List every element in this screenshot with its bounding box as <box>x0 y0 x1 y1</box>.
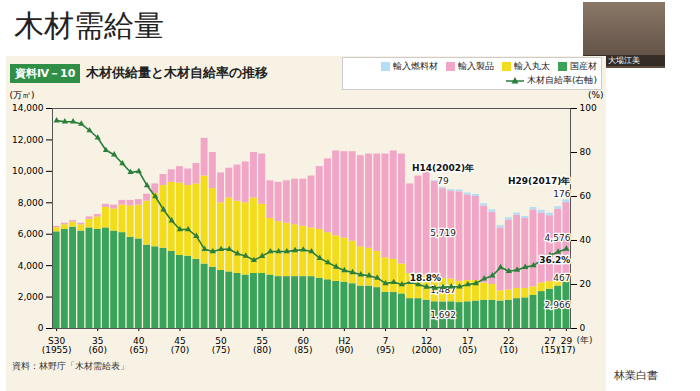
svg-text:80: 80 <box>580 147 592 157</box>
svg-text:H14(2002)年: H14(2002)年 <box>412 163 474 173</box>
svg-text:(年): (年) <box>577 335 593 345</box>
svg-text:2,966: 2,966 <box>545 300 571 310</box>
svg-text:(%): (%) <box>588 90 604 100</box>
svg-text:100: 100 <box>580 103 597 113</box>
svg-text:35(60): 35(60) <box>88 336 106 355</box>
svg-text:79: 79 <box>437 176 449 186</box>
svg-text:2,000: 2,000 <box>18 292 44 302</box>
svg-text:H29(2017)年: H29(2017)年 <box>508 176 570 186</box>
html-text:資料：林野庁「木材需給表」: 資料：林野庁「木材需給表」 <box>12 361 129 371</box>
svg-text:29(17): 29(17) <box>557 336 575 355</box>
html-text:(15): (15) <box>540 344 560 355</box>
svg-text:55(80): 55(80) <box>253 336 271 355</box>
svg-text:0: 0 <box>38 323 44 333</box>
svg-text:40: 40 <box>580 235 592 245</box>
svg-text:5,719: 5,719 <box>430 228 456 238</box>
svg-text:467: 467 <box>553 273 570 283</box>
svg-text:8,000: 8,000 <box>18 198 44 208</box>
svg-text:36.2%: 36.2% <box>539 255 570 265</box>
html-text:輸入製品: 輸入製品 <box>458 60 494 71</box>
svg-text:176: 176 <box>553 189 570 199</box>
html-text:大場江美: 大場江美 <box>608 56 640 65</box>
svg-text:17(05): 17(05) <box>458 336 476 355</box>
svg-text:14,000: 14,000 <box>12 103 44 113</box>
svg-text:20: 20 <box>580 279 592 289</box>
svg-text:18.8%: 18.8% <box>410 273 441 283</box>
svg-text:10,000: 10,000 <box>12 166 44 176</box>
svg-text:H2(90): H2(90) <box>335 336 353 355</box>
svg-text:4,576: 4,576 <box>545 233 571 243</box>
svg-text:40(65): 40(65) <box>130 336 148 355</box>
svg-text:0: 0 <box>580 323 586 333</box>
svg-text:12(2000): 12(2000) <box>412 336 442 355</box>
svg-text:1,692: 1,692 <box>430 310 456 320</box>
svg-text:6,000: 6,000 <box>18 229 44 239</box>
html-text:木材供給量と木材自給率の推移: 木材供給量と木材自給率の推移 <box>86 64 269 80</box>
html-text:27: 27 <box>544 335 556 346</box>
svg-text:S30(1955): S30(1955) <box>42 336 72 355</box>
svg-text:4,000: 4,000 <box>18 261 44 271</box>
svg-text:60: 60 <box>580 191 592 201</box>
svg-text:7(95): 7(95) <box>376 336 394 355</box>
svg-text:60(85): 60(85) <box>294 336 312 355</box>
html-text:国産材: 国産材 <box>570 60 597 71</box>
html-text:資料Ⅳ－10: 資料Ⅳ－10 <box>15 66 76 80</box>
html-text:木材自給率(右軸): 木材自給率(右軸) <box>527 74 597 85</box>
svg-text:50(75): 50(75) <box>212 336 230 355</box>
html-text:林業白書: 林業白書 <box>614 369 658 382</box>
svg-text:45(70): 45(70) <box>171 336 189 355</box>
svg-text:22(10): 22(10) <box>500 336 518 355</box>
html-text:輸入丸太: 輸入丸太 <box>514 60 550 71</box>
svg-text:(万㎥): (万㎥) <box>10 90 35 100</box>
svg-text:1,487: 1,487 <box>430 285 456 296</box>
html-text:輸入燃料材: 輸入燃料材 <box>393 60 438 71</box>
html-text:木材需給量: 木材需給量 <box>14 8 164 43</box>
svg-text:12,000: 12,000 <box>12 135 44 145</box>
